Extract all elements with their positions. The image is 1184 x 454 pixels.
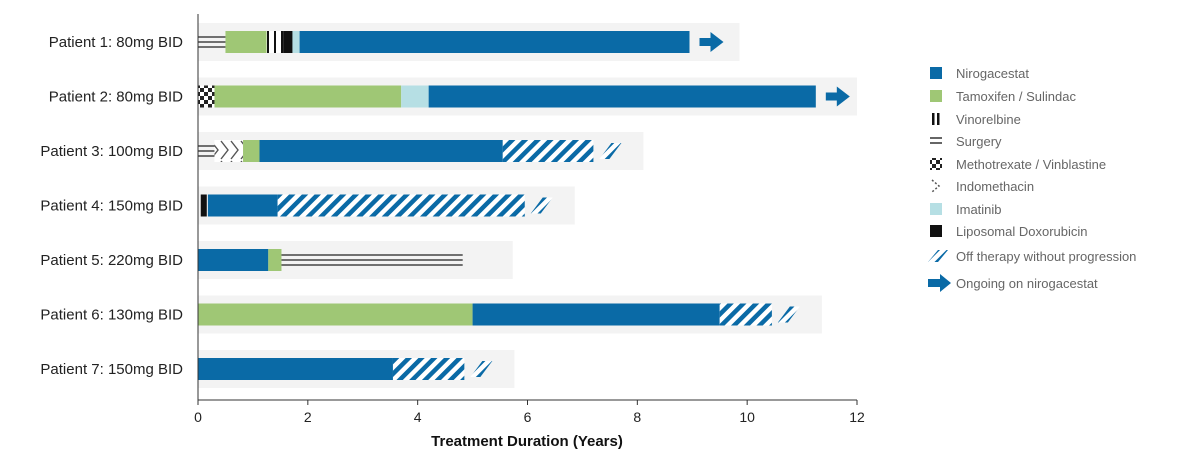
x-tick-label: 10 [739, 409, 755, 425]
patient-row: Patient 2: 80mg BID [49, 85, 850, 108]
off-therapy-marker-icon [530, 197, 553, 214]
x-tick-label: 2 [304, 409, 312, 425]
legend-label: Methotrexate / Vinblastine [956, 157, 1106, 172]
methotrexate-swatch-icon [930, 158, 942, 170]
segment-off-therapy-without-progression [502, 140, 594, 162]
patient-row: Patient 5: 220mg BID [40, 249, 463, 271]
legend-label: Indomethacin [956, 179, 1034, 194]
legend: Nirogacestat Tamoxifen / Sulindac Vinorelb… [928, 66, 1136, 292]
patient-row: Patient 4: 150mg BID [40, 194, 553, 217]
x-axis: 0 2 4 6 8 10 12 [194, 14, 865, 425]
segment-nirogacestat [207, 194, 278, 217]
off-therapy-marker-icon [470, 361, 493, 377]
segment-tamoxifen-sulindac [198, 303, 473, 326]
indomethacin-swatch-icon [931, 179, 941, 193]
legend-label: Imatinib [956, 202, 1002, 217]
imatinib-swatch-icon [930, 203, 942, 215]
legend-item: Vinorelbine [932, 112, 1021, 127]
segment-tamoxifen-sulindac [225, 31, 267, 53]
segment-nirogacestat [198, 358, 393, 380]
segment-surgery [281, 254, 463, 266]
patient-row: Patient 1: 80mg BID [49, 31, 724, 53]
segment-nirogacestat [259, 140, 503, 162]
legend-item: Liposomal Doxorubicin [930, 224, 1088, 239]
segment-tamoxifen-sulindac [243, 140, 260, 162]
y-tick-label: Patient 6: 130mg BID [40, 307, 183, 324]
segment-nirogacestat [472, 303, 720, 326]
segment-tamoxifen-sulindac [268, 249, 282, 271]
legend-item: Tamoxifen / Sulindac [930, 89, 1076, 104]
y-tick-label: Patient 7: 150mg BID [40, 361, 183, 378]
legend-item: Indomethacin [931, 179, 1034, 194]
doxorubicin-swatch-icon [930, 225, 942, 237]
legend-item: Methotrexate / Vinblastine [930, 157, 1106, 172]
legend-item: Nirogacestat [930, 66, 1029, 81]
y-tick-label: Patient 2: 80mg BID [49, 89, 183, 106]
ongoing-arrow-icon [699, 32, 724, 52]
ongoing-swatch-icon [928, 274, 951, 292]
legend-label: Liposomal Doxorubicin [956, 224, 1088, 239]
patient-row: Patient 3: 100mg BID [40, 140, 622, 162]
y-tick-label: Patient 1: 80mg BID [49, 34, 183, 51]
legend-label: Vinorelbine [956, 112, 1021, 127]
patient-rows: Patient 1: 80mg BID Patient 2: 80mg BID Pa… [40, 31, 850, 380]
off-therapy-marker-icon [599, 143, 622, 159]
segment-methotrexate-vinblastine [198, 85, 215, 108]
legend-label: Ongoing on nirogacestat [956, 276, 1098, 291]
legend-item: Ongoing on nirogacestat [928, 274, 1098, 292]
tamoxifen-swatch-icon [930, 90, 942, 102]
y-tick-label: Patient 4: 150mg BID [40, 198, 183, 215]
legend-label: Tamoxifen / Sulindac [956, 89, 1076, 104]
segment-off-therapy-without-progression [719, 303, 772, 326]
segment-nirogacestat [299, 31, 690, 53]
x-tick-label: 4 [414, 409, 422, 425]
segment-liposomal-doxorubicin [200, 194, 207, 217]
segment-imatinib [292, 31, 300, 53]
legend-label: Surgery [956, 134, 1002, 149]
nirogacestat-swatch-icon [930, 67, 942, 79]
off-therapy-swatch-icon [928, 250, 948, 262]
x-tick-label: 6 [524, 409, 532, 425]
vinorelbine-swatch-icon [932, 113, 940, 125]
legend-item: Surgery [930, 134, 1002, 149]
segment-off-therapy-without-progression [392, 358, 465, 380]
legend-item: Imatinib [930, 202, 1002, 217]
x-tick-label: 8 [633, 409, 641, 425]
ongoing-arrow-icon [825, 86, 850, 107]
segment-nirogacestat [198, 249, 269, 271]
patient-row: Patient 7: 150mg BID [40, 358, 493, 380]
segment-nirogacestat [428, 85, 816, 108]
segment-liposomal-doxorubicin [283, 31, 293, 53]
x-tick-label: 12 [849, 409, 865, 425]
y-tick-label: Patient 5: 220mg BID [40, 252, 183, 269]
segment-off-therapy-without-progression [277, 194, 525, 217]
legend-item: Off therapy without progression [928, 249, 1136, 264]
segment-surgery [198, 145, 215, 157]
legend-label: Nirogacestat [956, 66, 1029, 81]
x-axis-title: Treatment Duration (Years) [431, 433, 623, 450]
off-therapy-marker-icon [777, 306, 800, 323]
patient-row: Patient 6: 130mg BID [40, 303, 800, 326]
segment-vinorelbine [266, 31, 284, 53]
surgery-swatch-icon [930, 137, 942, 144]
legend-label: Off therapy without progression [956, 249, 1136, 264]
x-tick-label: 0 [194, 409, 202, 425]
y-tick-label: Patient 3: 100mg BID [40, 143, 183, 160]
segment-indomethacin [214, 140, 244, 162]
segment-tamoxifen-sulindac [214, 85, 402, 108]
segment-imatinib [401, 85, 429, 108]
segment-surgery [198, 36, 226, 48]
